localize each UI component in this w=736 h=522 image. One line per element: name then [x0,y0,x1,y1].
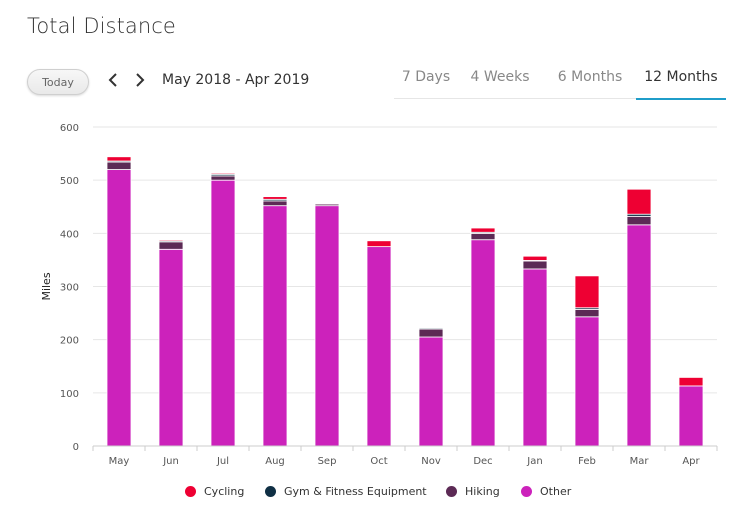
x-tick-label-aug: Aug [265,456,285,467]
bar-mar-hiking [626,215,652,226]
y-tick-label-100: 100 [60,389,79,400]
axes: 0 100 200 300 400 500 600 Miles May Jun Jul Aug Sep O… [40,123,718,467]
legend-label-cycling: Cycling [204,484,245,498]
bar-aug-other [262,205,288,447]
y-tick-label-500: 500 [60,176,79,187]
bar-dec-cycling [470,227,496,233]
toolbar: Today May 2018 - Apr 2019 7 Days 4 Weeks… [0,64,736,100]
x-tick-label-may: May [109,456,130,467]
x-tick-label-oct: Oct [370,456,387,467]
tab-12-months[interactable]: 12 Months [636,69,726,100]
bar-dec-hiking [470,232,496,241]
bar-aug-cycling [262,196,288,200]
bar-jul-hiking [210,175,236,181]
x-tick-label-jul: Jul [216,456,229,467]
bars [106,156,704,447]
bar-nov-cycling [418,327,444,329]
bar-jul-other [210,179,236,447]
y-axis-label: Miles [40,272,53,300]
tab-6-months[interactable]: 6 Months [557,69,623,85]
legend-item-gym[interactable]: Gym & Fitness Equipment [265,480,427,502]
bar-feb-other [574,316,600,447]
x-tick-label-nov: Nov [421,456,441,467]
bar-jul-cycling [210,172,236,175]
bar-aug-hiking [262,200,288,207]
chart-legend: Cycling Gym & Fitness Equipment Hiking O… [0,480,736,502]
x-tick-label-mar: Mar [630,456,650,467]
date-range-label: May 2018 - Apr 2019 [162,72,310,88]
x-tick-label-jun: Jun [162,456,179,467]
legend-swatch-cycling [185,485,196,497]
period-tabs: 7 Days 4 Weeks 6 Months 12 Months [0,64,736,100]
bar-feb-cycling [574,275,600,309]
bar-oct-cycling [366,240,392,248]
bar-mar-other [626,224,652,447]
bar-apr-other [678,385,704,447]
bar-jan-hiking [522,260,548,270]
bar-dec-other [470,239,496,447]
page-title: Total Distance [27,14,176,38]
x-tick-label-apr: Apr [682,456,700,467]
y-tick-label-600: 600 [60,123,79,134]
x-tick-label-feb: Feb [578,456,596,467]
tabs-baseline [394,98,726,99]
y-tick-label-200: 200 [60,336,79,347]
legend-swatch-other [521,485,532,497]
chevron-right-icon[interactable] [132,70,148,90]
legend-item-hiking[interactable]: Hiking [446,480,500,502]
x-tick-label-jan: Jan [526,456,542,467]
bar-may-cycling [106,156,132,162]
y-tick-label-300: 300 [60,283,79,294]
legend-label-other: Other [540,484,572,498]
legend-item-cycling[interactable]: Cycling [185,480,244,502]
gridlines [93,126,717,394]
bar-sep-gym-fitness-equipment [314,203,340,205]
y-tick-label-400: 400 [60,229,79,240]
tab-7-days[interactable]: 7 Days [401,69,451,85]
bar-jan-cycling [522,255,548,261]
bar-may-hiking [106,161,132,170]
bar-feb-hiking [574,308,600,318]
legend-swatch-gym [265,485,276,497]
x-tick-label-dec: Dec [473,456,492,467]
legend-label-hiking: Hiking [465,484,500,498]
bar-jun-hiking [158,241,184,250]
x-tick-label-sep: Sep [318,456,337,467]
bar-sep-other [314,205,340,447]
bar-mar-cycling [626,188,652,215]
bar-may-other [106,169,132,447]
chevron-left-icon[interactable] [105,70,121,90]
today-button[interactable]: Today [27,69,89,95]
bar-jan-other [522,268,548,447]
bar-nov-other [418,336,444,447]
legend-swatch-hiking [446,485,457,497]
stacked-bar-chart: 0 100 200 300 400 500 600 Miles May Jun Jul Aug Sep O… [40,123,718,467]
legend-label-gym: Gym & Fitness Equipment [284,484,427,498]
bar-nov-hiking [418,328,444,338]
y-tick-label-0: 0 [73,442,79,453]
tab-4-weeks[interactable]: 4 Weeks [470,69,530,85]
bar-jun-cycling [158,239,184,242]
bar-oct-other [366,246,392,447]
bar-apr-cycling [678,377,704,387]
bar-jun-other [158,248,184,447]
legend-item-other[interactable]: Other [521,480,571,502]
